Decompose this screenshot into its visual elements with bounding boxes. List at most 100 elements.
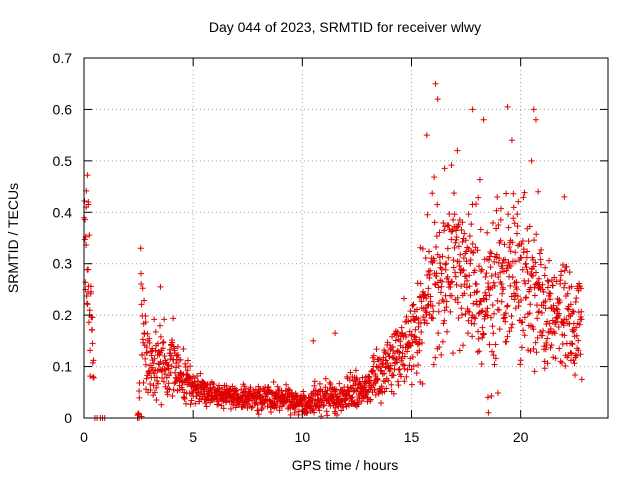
data-point bbox=[523, 264, 530, 271]
data-point bbox=[175, 362, 182, 369]
data-point bbox=[547, 290, 554, 297]
data-point bbox=[151, 370, 158, 377]
data-point bbox=[437, 264, 444, 271]
data-point bbox=[531, 292, 538, 299]
data-point bbox=[442, 261, 449, 268]
data-point bbox=[570, 308, 577, 315]
data-point bbox=[164, 391, 171, 398]
data-point bbox=[578, 376, 585, 383]
data-point bbox=[439, 338, 446, 345]
data-point bbox=[146, 339, 153, 346]
data-point bbox=[536, 282, 543, 289]
data-point bbox=[433, 243, 440, 250]
data-point bbox=[254, 407, 261, 414]
chart-title: Day 044 of 2023, SRMTID for receiver wlw… bbox=[209, 19, 481, 35]
data-point bbox=[324, 412, 331, 419]
data-point bbox=[386, 353, 393, 360]
data-point bbox=[398, 357, 405, 364]
data-point bbox=[310, 337, 317, 344]
data-point bbox=[486, 341, 493, 348]
data-point bbox=[493, 251, 500, 258]
data-point bbox=[438, 283, 445, 290]
data-point bbox=[144, 330, 151, 337]
data-point bbox=[373, 346, 380, 353]
data-point bbox=[476, 263, 483, 270]
data-point bbox=[521, 314, 528, 321]
data-point bbox=[534, 334, 541, 341]
data-point bbox=[89, 340, 96, 347]
data-point bbox=[396, 349, 403, 356]
data-point bbox=[432, 80, 439, 87]
data-point bbox=[544, 284, 551, 291]
data-point bbox=[488, 392, 495, 399]
data-point bbox=[184, 357, 191, 364]
data-point bbox=[500, 268, 507, 275]
data-point bbox=[514, 223, 521, 230]
data-point bbox=[392, 337, 399, 344]
data-point bbox=[378, 400, 385, 407]
data-point bbox=[546, 257, 553, 264]
data-point bbox=[486, 292, 493, 299]
data-point bbox=[175, 352, 182, 359]
data-point bbox=[323, 408, 330, 415]
data-point bbox=[151, 389, 158, 396]
data-point bbox=[442, 266, 449, 273]
data-point bbox=[143, 386, 150, 393]
data-point bbox=[491, 283, 498, 289]
data-point bbox=[150, 360, 157, 367]
data-point bbox=[413, 369, 420, 376]
data-point bbox=[540, 288, 547, 295]
plot-frame bbox=[83, 57, 609, 419]
data-point bbox=[545, 278, 552, 285]
data-point bbox=[469, 333, 476, 340]
data-point bbox=[507, 282, 514, 289]
data-point bbox=[488, 273, 495, 280]
data-point bbox=[356, 378, 363, 385]
data-point bbox=[161, 316, 168, 323]
data-point bbox=[547, 325, 554, 332]
data-point bbox=[447, 308, 454, 315]
data-point bbox=[422, 254, 429, 261]
data-point bbox=[551, 330, 558, 337]
data-point bbox=[84, 172, 91, 179]
data-point bbox=[157, 283, 164, 290]
data-point bbox=[525, 238, 532, 245]
y-tick-label: 0.3 bbox=[53, 256, 73, 272]
data-point bbox=[283, 381, 290, 388]
data-point bbox=[434, 96, 441, 103]
data-point bbox=[215, 401, 222, 408]
data-point bbox=[352, 367, 359, 374]
data-point bbox=[159, 339, 166, 346]
data-point bbox=[399, 329, 406, 336]
data-point bbox=[521, 189, 528, 196]
data-point bbox=[349, 394, 356, 401]
data-point bbox=[456, 262, 463, 269]
data-point bbox=[141, 297, 148, 304]
data-point bbox=[530, 263, 537, 270]
data-point bbox=[157, 350, 164, 357]
data-point bbox=[412, 326, 419, 333]
data-point bbox=[311, 382, 318, 389]
data-point bbox=[443, 260, 450, 267]
data-point bbox=[430, 308, 437, 315]
data-point bbox=[177, 356, 184, 363]
data-point bbox=[139, 351, 146, 358]
data-point bbox=[285, 391, 292, 398]
data-point bbox=[496, 255, 503, 262]
data-point bbox=[406, 362, 413, 369]
data-point bbox=[395, 382, 402, 389]
data-point bbox=[157, 358, 164, 365]
data-point bbox=[577, 351, 584, 358]
data-point bbox=[510, 215, 517, 222]
data-point bbox=[503, 267, 510, 274]
data-point bbox=[432, 354, 439, 361]
data-point bbox=[366, 380, 373, 387]
data-point bbox=[411, 333, 418, 340]
data-point bbox=[469, 106, 476, 113]
data-point bbox=[484, 229, 491, 236]
data-point bbox=[491, 310, 498, 317]
data-point bbox=[438, 265, 445, 272]
data-point bbox=[461, 230, 468, 237]
data-point bbox=[451, 211, 458, 218]
data-point bbox=[505, 259, 512, 266]
